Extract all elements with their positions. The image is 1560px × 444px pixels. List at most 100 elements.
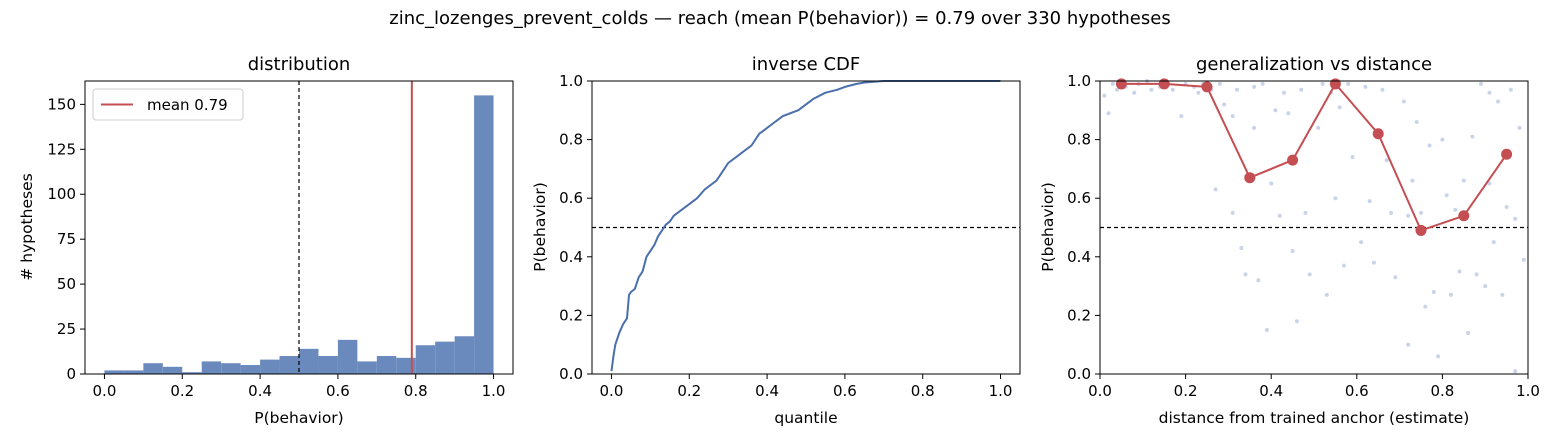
scatter-point xyxy=(1427,143,1432,148)
inverse-cdf-frame xyxy=(591,80,1021,375)
scatter-point xyxy=(1513,369,1518,374)
scatter-point xyxy=(1256,278,1261,283)
scatter-point xyxy=(1393,275,1398,280)
scatter-point xyxy=(1380,87,1385,92)
scatter-point xyxy=(1324,292,1329,297)
histogram-bar xyxy=(454,336,475,374)
scatter-point xyxy=(1102,93,1107,98)
inverse-cdf-ytick-label: 0.2 xyxy=(559,306,583,324)
scatter-point xyxy=(1213,187,1218,192)
distribution-ylabel: # hypotheses xyxy=(18,173,36,280)
generalization-xlabel: distance from trained anchor (estimate) xyxy=(1159,409,1470,427)
scatter-point xyxy=(1217,81,1222,86)
scatter-point xyxy=(1453,207,1458,212)
distribution-panel: distribution 0.0 0.2 0.4 0.6 0.8 1.0 0 25 50 75 1… xyxy=(18,54,514,427)
generalization-xtick-label: 1.0 xyxy=(1516,382,1540,400)
scatter-point xyxy=(1457,269,1462,274)
scatter-point xyxy=(1436,354,1441,359)
scatter-point xyxy=(1286,111,1291,116)
scatter-point xyxy=(1252,125,1257,130)
histogram-bar xyxy=(104,370,124,374)
histogram-bar xyxy=(474,95,494,374)
scatter-point xyxy=(1423,304,1428,309)
scatter-point xyxy=(1363,84,1368,89)
generalization-ylabel: P(behavior) xyxy=(1039,182,1057,271)
scatter-point xyxy=(1444,193,1449,198)
generalization-ytick-label: 1.0 xyxy=(1067,72,1091,90)
scatter-point xyxy=(1521,257,1526,262)
histogram-bar xyxy=(299,348,319,374)
scatter-point xyxy=(1337,105,1342,110)
inverse-cdf-panel: inverse CDF 0.0 0.2 0.4 0.6 0.8 1.0 0.0 0.2 0.4… xyxy=(531,54,1021,427)
binned-mean-marker xyxy=(1372,128,1384,140)
distribution-ytick-label: 0 xyxy=(66,365,76,383)
scatter-point xyxy=(1440,137,1445,142)
legend-box xyxy=(92,88,244,121)
scatter-point xyxy=(1290,248,1295,253)
inverse-cdf-xtick-label: 0.6 xyxy=(833,382,857,400)
binned-mean-marker xyxy=(1458,210,1470,222)
histogram-bar xyxy=(376,356,397,374)
histogram-bar xyxy=(318,356,338,374)
scatter-point xyxy=(1222,102,1227,107)
scatter-point xyxy=(1500,292,1505,297)
histogram-bar xyxy=(260,359,280,374)
distribution-legend: mean 0.79 xyxy=(92,88,244,121)
scatter-point xyxy=(1461,178,1466,183)
distribution-ytick-label: 50 xyxy=(57,275,76,293)
generalization-xtick-label: 0.2 xyxy=(1174,382,1198,400)
generalization-ytick-label: 0.8 xyxy=(1067,131,1091,149)
distribution-ytick-label: 75 xyxy=(57,230,76,248)
inverse-cdf-ytick-label: 0.0 xyxy=(559,365,583,383)
inverse-cdf-xtick-label: 1.0 xyxy=(989,382,1013,400)
distribution-ytick-label: 25 xyxy=(57,320,76,338)
histogram-bar xyxy=(123,370,144,374)
scatter-point xyxy=(1110,81,1115,86)
scatter-point xyxy=(1346,81,1351,86)
scatter-point xyxy=(1230,210,1235,215)
histogram-bar xyxy=(357,361,377,374)
distribution-xtick-label: 0.6 xyxy=(326,382,350,400)
scatter-point xyxy=(1487,181,1492,186)
inverse-cdf-ytick-label: 0.8 xyxy=(559,131,583,149)
scatter-point xyxy=(1230,114,1235,119)
generalization-xtick-label: 0.6 xyxy=(1345,382,1369,400)
scatter-point xyxy=(1496,99,1501,104)
inverse-cdf-xtick-label: 0.0 xyxy=(600,382,624,400)
inverse-cdf-title: inverse CDF xyxy=(752,54,861,75)
distribution-xtick-label: 0.8 xyxy=(404,382,428,400)
scatter-point xyxy=(1303,210,1308,215)
distribution-xtick-label: 0.4 xyxy=(248,382,272,400)
scatter-point xyxy=(1487,90,1492,95)
scatter-point xyxy=(1508,87,1513,92)
scatter-point xyxy=(1431,289,1436,294)
binned-mean-marker xyxy=(1201,81,1213,93)
generalization-title: generalization vs distance xyxy=(1196,54,1432,75)
histogram-bar xyxy=(435,341,455,374)
generalization-xtick-label: 0.0 xyxy=(1088,382,1112,400)
scatter-point xyxy=(1384,158,1389,163)
scatter-point xyxy=(1273,108,1278,113)
histogram-bar xyxy=(221,363,241,374)
scatter-point xyxy=(1504,204,1509,209)
scatter-point xyxy=(1316,125,1321,130)
scatter-point xyxy=(1406,342,1411,347)
scatter-point xyxy=(1359,240,1364,245)
scatter-point xyxy=(1414,120,1419,125)
inverse-cdf-xtick-label: 0.4 xyxy=(755,382,779,400)
scatter-point xyxy=(1350,155,1355,160)
scatter-point xyxy=(1179,114,1184,119)
distribution-xlabel: P(behavior) xyxy=(254,409,343,427)
scatter-point xyxy=(1406,213,1411,218)
histogram-bar xyxy=(415,345,436,374)
binned-mean-marker xyxy=(1329,78,1341,90)
scatter-point xyxy=(1252,84,1257,89)
scatter-point xyxy=(1367,199,1372,204)
scatter-point xyxy=(1106,111,1111,116)
scatter-point xyxy=(1517,125,1522,130)
scatter-point xyxy=(1410,178,1415,183)
generalization-ytick-label: 0.2 xyxy=(1067,306,1091,324)
scatter-point xyxy=(1448,292,1453,297)
scatter-point xyxy=(1234,87,1239,92)
scatter-point xyxy=(1294,319,1299,324)
